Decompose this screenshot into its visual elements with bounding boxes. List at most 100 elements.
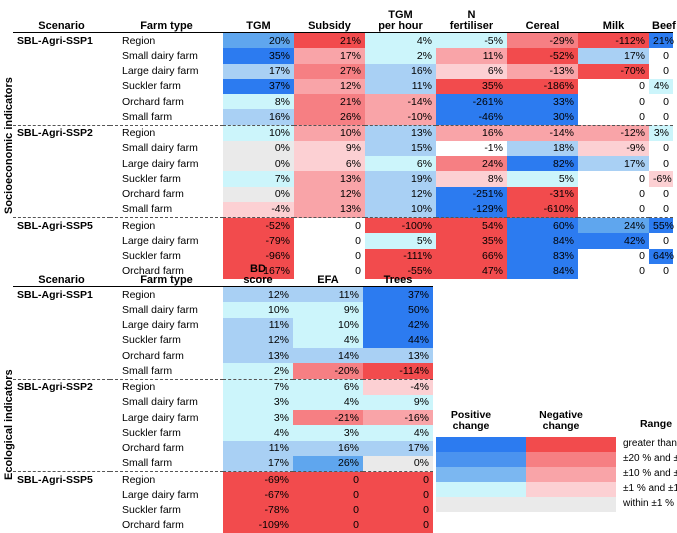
value-cell: 16% — [436, 124, 507, 141]
value-cell: 13% — [294, 201, 365, 218]
column-header-scenario: Scenario — [38, 20, 85, 32]
legend-range-label: ±20 % and ±30 % — [623, 453, 677, 464]
value-cell: 17% — [223, 63, 294, 79]
farm-type: Orchard farm — [122, 265, 184, 278]
value-cell: 44% — [363, 332, 433, 348]
value-cell: 35% — [223, 48, 294, 64]
table-row: Large dairy farm 11% 10% 42% — [13, 317, 433, 333]
scenario-label: SBL-Agri-SSP1 — [17, 34, 93, 47]
farm-type: Orchard farm — [122, 442, 184, 455]
value-cell: 0 — [578, 94, 649, 110]
farm-type: Small farm — [122, 457, 173, 470]
value-cell: -52% — [507, 48, 578, 64]
value-cell: 0 — [293, 487, 363, 503]
value-cell: 27% — [294, 63, 365, 79]
legend-row: greater than ±30 % — [436, 437, 677, 452]
value-cell: 0 — [294, 217, 365, 234]
value-cell: 54% — [436, 217, 507, 234]
value-cell: -69% — [223, 471, 293, 488]
farm-type: Orchard farm — [122, 349, 184, 362]
scenario-label — [13, 249, 110, 264]
value-cell: -79% — [223, 233, 294, 249]
value-cell: -4% — [223, 201, 294, 218]
legend-negative-swatch — [526, 437, 616, 452]
farm-type: Suckler farm — [122, 80, 181, 93]
value-cell: 0 — [363, 471, 433, 488]
value-cell: 12% — [223, 286, 293, 303]
scenario-label — [13, 441, 110, 456]
value-cell: 4% — [365, 32, 436, 49]
table-row: Orchard farm 8% 21% -14% -261% 33% 0 0 — [13, 94, 673, 110]
value-cell: -13% — [507, 63, 578, 79]
value-cell: -261% — [436, 94, 507, 110]
value-cell: 0 — [578, 186, 649, 202]
table-row: Orchard farm 13% 14% 13% — [13, 348, 433, 364]
farm-type: Small dairy farm — [122, 303, 198, 316]
value-cell: 11% — [223, 317, 293, 333]
table-row: Small dairy farm 35% 17% 2% 11% -52% 17% 0 — [13, 48, 673, 64]
farm-type: Orchard farm — [122, 188, 184, 201]
scenario-label — [13, 109, 110, 125]
table-row: Orchard farm 0% 12% 12% -251% -31% 0 0 — [13, 186, 673, 202]
value-cell: -167% — [223, 263, 294, 279]
scenario-label: SBL-Agri-SSP1 — [17, 288, 93, 301]
farm-type: Large dairy farm — [122, 488, 199, 501]
value-cell: 16% — [293, 440, 363, 456]
value-cell: 0 — [649, 233, 673, 249]
value-cell: -100% — [365, 217, 436, 234]
farm-type: Small farm — [122, 364, 173, 377]
value-cell: -16% — [363, 410, 433, 426]
value-cell: 0 — [649, 109, 673, 125]
scenario-label — [13, 156, 110, 171]
value-cell: 33% — [507, 94, 578, 110]
scenario-label — [13, 141, 110, 156]
table-row: Small dairy farm 3% 4% 9% — [13, 394, 433, 410]
column-header-cereal: Cereal — [525, 20, 560, 32]
value-cell: -114% — [363, 363, 433, 379]
column-header-bd-score: BD score — [243, 263, 273, 286]
value-cell: 2% — [365, 48, 436, 64]
value-cell: -46% — [436, 109, 507, 125]
column-header-efa: EFA — [317, 274, 339, 286]
value-cell: 0 — [649, 48, 673, 64]
value-cell: 4% — [223, 425, 293, 441]
value-cell: -96% — [223, 248, 294, 264]
column-header-scenario: Scenario — [38, 274, 85, 286]
value-cell: 50% — [363, 302, 433, 318]
scenario-label — [13, 233, 110, 248]
farm-type: Small dairy farm — [122, 142, 198, 155]
scenario-label — [13, 64, 110, 79]
value-cell: 26% — [293, 455, 363, 472]
table-row: SBL-Agri-SSP1 Region 20% 21% 4% -5% -29% -112% 2… — [13, 32, 674, 49]
value-cell: 64% — [649, 248, 674, 264]
table-row: Small farm 16% 26% -10% -46% 30% 0 0 — [13, 109, 673, 125]
value-cell: -1% — [436, 140, 507, 156]
value-cell: 0 — [578, 263, 649, 279]
value-cell: 12% — [365, 186, 436, 202]
table-row: Orchard farm -109% 0 0 — [13, 517, 433, 533]
value-cell: 10% — [294, 124, 365, 141]
legend-range-label: within ±1 % — [623, 498, 675, 509]
value-cell: 66% — [436, 248, 507, 264]
farm-type: Suckler farm — [122, 250, 181, 263]
value-cell: 42% — [578, 233, 649, 249]
value-cell: 16% — [223, 109, 294, 125]
table-row: Large dairy farm 17% 27% 16% 6% -13% -70% 0 — [13, 63, 673, 79]
value-cell: -29% — [507, 32, 578, 49]
value-cell: 0 — [649, 263, 673, 279]
value-cell: -4% — [363, 378, 433, 395]
value-cell: 21% — [294, 32, 365, 49]
value-cell: 13% — [365, 124, 436, 141]
column-header-farm-type: Farm type — [140, 20, 193, 32]
value-cell: 30% — [507, 109, 578, 125]
value-cell: 17% — [294, 48, 365, 64]
value-cell: -129% — [436, 201, 507, 218]
value-cell: 0 — [578, 248, 649, 264]
value-cell: 17% — [578, 156, 649, 172]
value-cell: 83% — [507, 248, 578, 264]
table-row: SBL-Agri-SSP5 Region -69% 0 0 — [13, 471, 433, 488]
table-row: Suckler farm -96% 0 -111% 66% 83% 0 64% — [13, 248, 674, 264]
value-cell: 12% — [294, 186, 365, 202]
farm-type: Orchard farm — [122, 519, 184, 532]
value-cell: 8% — [436, 171, 507, 187]
